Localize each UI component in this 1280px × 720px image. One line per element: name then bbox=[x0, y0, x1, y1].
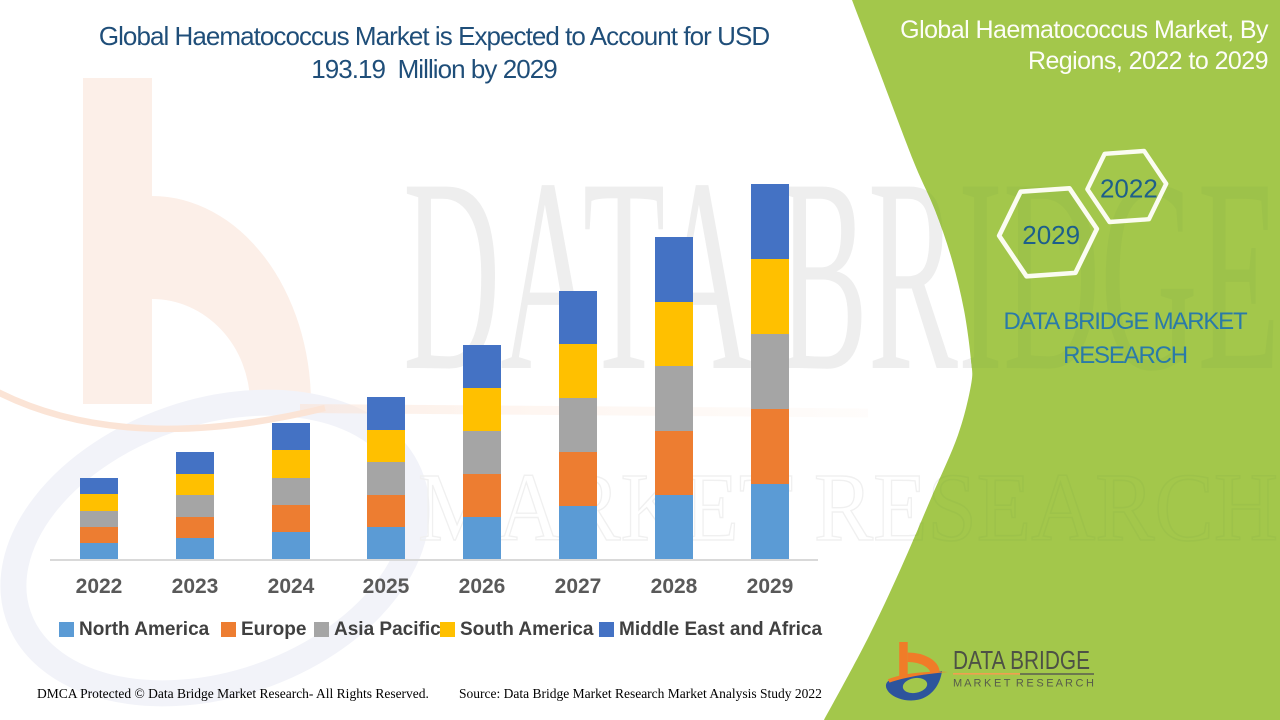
svg-text:2022: 2022 bbox=[1100, 174, 1158, 204]
svg-text:M A R K E T R E S E A R C H: M A R K E T R E S E A R C H bbox=[953, 678, 1094, 690]
svg-text:2029: 2029 bbox=[1022, 220, 1080, 250]
svg-text:DATA BRIDGE: DATA BRIDGE bbox=[953, 645, 1090, 675]
